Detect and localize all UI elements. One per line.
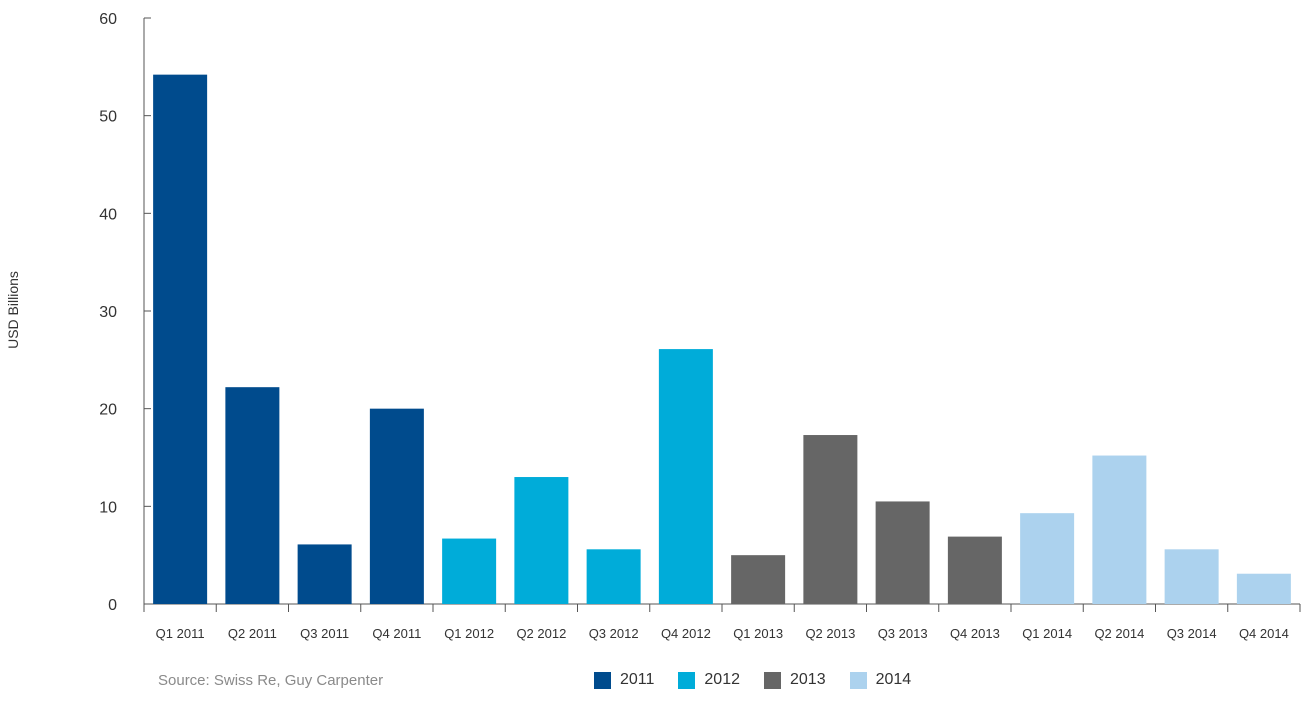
bar-q3-2013 <box>875 501 930 604</box>
legend: 2011 2012 2013 2014 <box>594 671 935 689</box>
x-tick-label: Q4 2011 <box>372 626 421 641</box>
legend-item-2011: 2011 <box>594 671 654 689</box>
bar-q3-2012 <box>586 549 641 604</box>
x-tick-label: Q3 2014 <box>1167 626 1217 641</box>
legend-label: 2014 <box>875 671 912 688</box>
legend-swatch <box>678 671 696 689</box>
legend-item-2014: 2014 <box>849 671 912 689</box>
bar-q3-2011 <box>297 544 352 604</box>
bar-q1-2011 <box>153 74 208 604</box>
x-tick-label: Q1 2013 <box>733 626 783 641</box>
bar-q1-2013 <box>731 555 786 604</box>
bar-q2-2012 <box>514 477 569 604</box>
legend-swatch <box>764 671 781 689</box>
legend-swatch <box>849 671 867 689</box>
y-tick-label: 40 <box>99 206 117 223</box>
bar-q1-2012 <box>442 538 497 604</box>
bar-q1-2014 <box>1020 513 1075 604</box>
legend-item-2013: 2013 <box>764 671 826 689</box>
bar-q4-2011 <box>369 408 424 604</box>
bar-q2-2014 <box>1092 455 1147 604</box>
legend-item-2012: 2012 <box>678 671 740 689</box>
x-tick-label: Q2 2014 <box>1094 626 1144 641</box>
y-tick-label: 20 <box>99 402 117 419</box>
bars <box>153 74 1291 604</box>
y-tick-label: 0 <box>108 597 117 614</box>
x-tick-label: Q3 2012 <box>589 626 639 641</box>
y-axis-title: USD Billions <box>5 271 21 349</box>
y-tick-label: 10 <box>99 499 117 516</box>
x-tick-label: Q2 2011 <box>228 626 277 641</box>
x-tick-label: Q1 2014 <box>1022 626 1072 641</box>
bar-q4-2014 <box>1236 573 1291 604</box>
x-tick-label: Q1 2012 <box>444 626 494 641</box>
x-tick-label: Q2 2012 <box>516 626 566 641</box>
legend-label: 2011 <box>620 671 655 688</box>
x-tick-label: Q3 2013 <box>878 626 928 641</box>
x-tick-label: Q2 2013 <box>805 626 855 641</box>
x-tick-label: Q3 2011 <box>300 626 349 641</box>
bar-q4-2013 <box>947 536 1002 604</box>
bar-q2-2011 <box>225 387 280 604</box>
x-tick-label: Q1 2011 <box>156 626 205 641</box>
legend-swatch <box>594 671 611 689</box>
legend-label: 2012 <box>704 671 740 688</box>
y-axis-ticks: 0 10 20 30 40 50 60 <box>99 11 151 614</box>
bar-q3-2014 <box>1164 549 1219 604</box>
bar-q2-2013 <box>803 435 858 604</box>
x-tick-label: Q4 2012 <box>661 626 711 641</box>
y-tick-label: 50 <box>99 109 117 126</box>
bar-q4-2012 <box>658 349 713 604</box>
x-tick-label: Q4 2014 <box>1239 626 1289 641</box>
legend-label: 2013 <box>790 671 826 688</box>
x-axis-labels: Q1 2011 Q2 2011 Q3 2011 Q4 2011 Q1 2012 Q2 20… <box>156 626 1289 641</box>
source-note: Source: Swiss Re, Guy Carpenter <box>158 672 384 689</box>
y-tick-label: 30 <box>99 304 117 321</box>
y-tick-label: 60 <box>99 11 117 28</box>
x-tick-label: Q4 2013 <box>950 626 1000 641</box>
